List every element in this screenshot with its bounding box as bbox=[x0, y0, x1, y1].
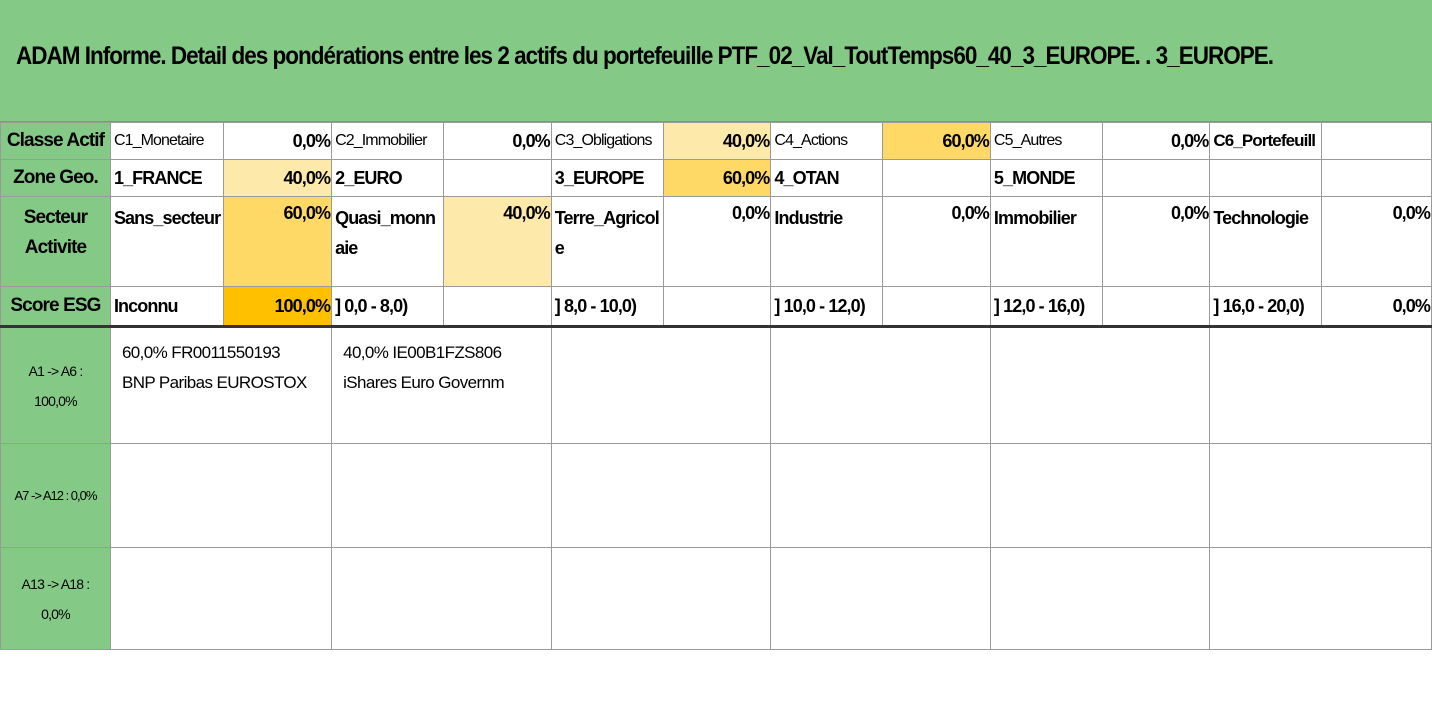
secteur-1-value: 60,0% bbox=[223, 196, 333, 287]
secteur-4-label: Industrie bbox=[770, 196, 884, 287]
row-zone-geo: Zone Geo. 1_FRANCE 40,0% 2_EURO 3_EUROPE… bbox=[0, 159, 1432, 197]
asset-1-name: BNP Paribas EUROSTOX bbox=[121, 373, 307, 392]
asset-slot-18 bbox=[1209, 547, 1432, 650]
secteur-3-value: 0,0% bbox=[662, 196, 772, 287]
asset-2-name: iShares Euro Governm bbox=[343, 373, 505, 392]
asset-item-2: 40,0% IE00B1FZS806 iShares Euro Governm bbox=[331, 326, 552, 444]
asset-slot-5 bbox=[989, 326, 1211, 444]
zone-1-value: 40,0% bbox=[223, 159, 333, 197]
asset-slot-11 bbox=[989, 443, 1211, 548]
header-classe-actif: Classe Actif bbox=[0, 122, 111, 160]
assets-group2-label: A7 -> A12 : 0,0% bbox=[0, 443, 111, 548]
asset-slot-10 bbox=[770, 443, 991, 548]
assets-group1-label: A1 -> A6 : 100,0% bbox=[0, 326, 111, 444]
classe-c3-label: C3_Obligations bbox=[550, 122, 664, 160]
asset-slot-17 bbox=[989, 547, 1211, 650]
asset-slot-13 bbox=[109, 547, 333, 650]
secteur-1-label: Sans_secteur bbox=[109, 196, 225, 287]
esg-3-label: ] 8,0 - 10,0) bbox=[550, 286, 664, 328]
zone-2-value bbox=[443, 159, 552, 197]
row-assets-a13-a18: A13 -> A18 : 0,0% bbox=[0, 547, 1432, 650]
asset-slot-12 bbox=[1209, 443, 1432, 548]
zone-1-label: 1_FRANCE bbox=[109, 159, 225, 197]
header-score-esg: Score ESG bbox=[0, 286, 111, 328]
classe-c2-label: C2_Immobilier bbox=[331, 122, 445, 160]
classe-c1-value: 0,0% bbox=[223, 122, 333, 160]
row-classe-actif: Classe Actif C1_Monetaire 0,0% C2_Immobi… bbox=[0, 122, 1432, 160]
secteur-2-value: 40,0% bbox=[443, 196, 552, 287]
title-bar: ADAM Informe. Detail des pondérations en… bbox=[0, 0, 1432, 122]
secteur-3-label: Terre_Agricol e bbox=[550, 196, 664, 287]
secteur-6-label: Technologie bbox=[1209, 196, 1323, 287]
secteur-4-value: 0,0% bbox=[882, 196, 991, 287]
asset-slot-16 bbox=[770, 547, 991, 650]
row-assets-a1-a6: A1 -> A6 : 100,0% 60,0% FR0011550193 BNP… bbox=[0, 326, 1432, 444]
esg-5-label: ] 12,0 - 16,0) bbox=[989, 286, 1103, 328]
classe-c6-label: C6_Portefeuill bbox=[1209, 122, 1323, 160]
esg-4-label: ] 10,0 - 12,0) bbox=[770, 286, 884, 328]
zone-3-value: 60,0% bbox=[662, 159, 772, 197]
row-score-esg: Score ESG Inconnu 100,0% ] 0,0 - 8,0) ] … bbox=[0, 286, 1432, 328]
row-secteur-activite: Secteur Activite Sans_secteur 60,0% Quas… bbox=[0, 196, 1432, 287]
esg-3-value bbox=[662, 286, 772, 328]
assets-group3-label: A13 -> A18 : 0,0% bbox=[0, 547, 111, 650]
classe-c1-label: C1_Monetaire bbox=[109, 122, 225, 160]
zone-4-label: 4_OTAN bbox=[770, 159, 884, 197]
zone-2-label: 2_EURO bbox=[331, 159, 445, 197]
header-secteur-line1: Secteur bbox=[23, 207, 88, 228]
report-title: ADAM Informe. Detail des pondérations en… bbox=[16, 42, 1274, 70]
classe-c5-value: 0,0% bbox=[1101, 122, 1211, 160]
asset-slot-7 bbox=[109, 443, 333, 548]
zone-6-label bbox=[1209, 159, 1323, 197]
zone-5-label: 5_MONDE bbox=[989, 159, 1103, 197]
zone-5-value bbox=[1101, 159, 1211, 197]
classe-c4-label: C4_Actions bbox=[770, 122, 884, 160]
asset-slot-4 bbox=[770, 326, 991, 444]
row-assets-a7-a12: A7 -> A12 : 0,0% bbox=[0, 443, 1432, 548]
asset-slot-3 bbox=[550, 326, 772, 444]
classe-c6-value bbox=[1321, 122, 1432, 160]
classe-c3-value: 40,0% bbox=[662, 122, 772, 160]
asset-2-isin: 40,0% IE00B1FZS806 bbox=[343, 343, 502, 362]
classe-c2-value: 0,0% bbox=[443, 122, 552, 160]
asset-slot-14 bbox=[331, 547, 552, 650]
classe-c4-value: 60,0% bbox=[882, 122, 991, 160]
esg-1-label: Inconnu bbox=[109, 286, 225, 328]
asset-item-1: 60,0% FR0011550193 BNP Paribas EUROSTOX bbox=[109, 326, 333, 444]
header-secteur-activite: Secteur Activite bbox=[0, 196, 111, 287]
asset-1-isin: 60,0% FR0011550193 bbox=[121, 343, 281, 362]
esg-6-label: ] 16,0 - 20,0) bbox=[1209, 286, 1323, 328]
zone-6-value bbox=[1321, 159, 1432, 197]
esg-4-value bbox=[882, 286, 991, 328]
asset-slot-15 bbox=[550, 547, 772, 650]
asset-slot-6 bbox=[1209, 326, 1432, 444]
weights-table: Classe Actif C1_Monetaire 0,0% C2_Immobi… bbox=[0, 122, 1432, 650]
zone-3-label: 3_EUROPE bbox=[550, 159, 664, 197]
asset-slot-8 bbox=[331, 443, 552, 548]
zone-4-value bbox=[882, 159, 991, 197]
secteur-5-label: Immobilier bbox=[989, 196, 1103, 287]
header-secteur-line2: Activite bbox=[24, 237, 87, 258]
esg-2-label: ] 0,0 - 8,0) bbox=[331, 286, 445, 328]
esg-5-value bbox=[1101, 286, 1211, 328]
esg-2-value bbox=[443, 286, 552, 328]
esg-1-value: 100,0% bbox=[223, 286, 333, 328]
esg-6-value: 0,0% bbox=[1321, 286, 1432, 328]
asset-slot-9 bbox=[550, 443, 772, 548]
header-zone-geo: Zone Geo. bbox=[0, 159, 111, 197]
secteur-5-value: 0,0% bbox=[1101, 196, 1211, 287]
classe-c5-label: C5_Autres bbox=[989, 122, 1103, 160]
secteur-6-value: 0,0% bbox=[1321, 196, 1432, 287]
secteur-2-label: Quasi_monn aie bbox=[331, 196, 445, 287]
